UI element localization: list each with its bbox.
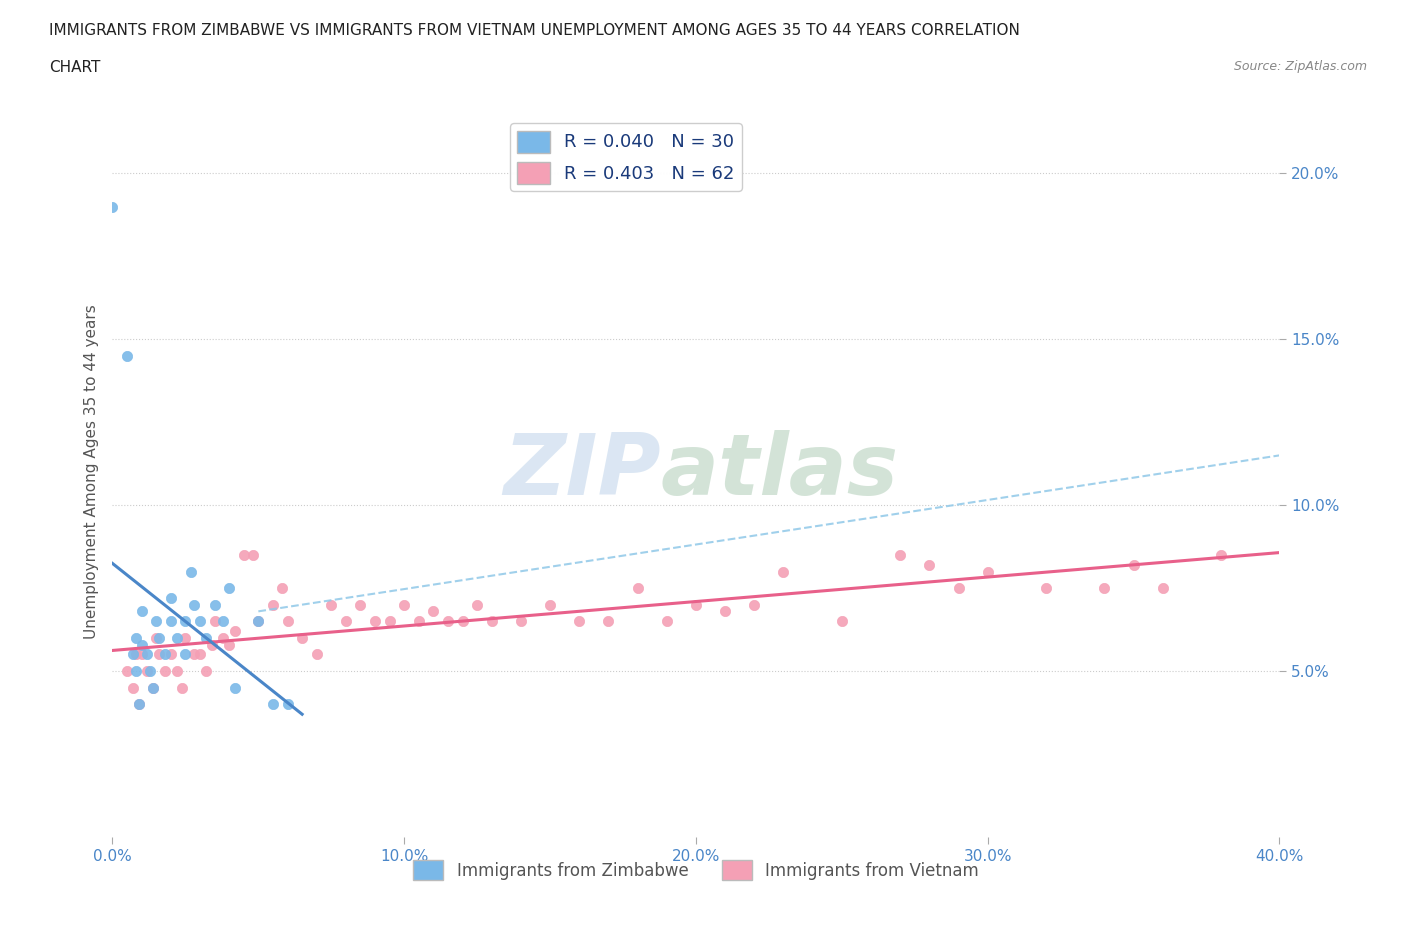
Point [408,614,430,629]
Point [172,680,194,695]
Point [305,647,328,662]
Point [276,614,298,629]
Point [174,631,197,645]
Point [194,631,217,645]
Point [437,614,460,629]
Point [262,697,284,711]
Point [247,614,270,629]
Point [204,597,226,612]
Point [183,647,205,662]
Point [218,637,240,652]
Point [136,647,159,662]
Point [598,614,620,629]
Point [1122,557,1144,572]
Text: ZIP: ZIP [503,431,661,513]
Point [166,631,188,645]
Point [714,604,737,618]
Point [145,614,167,629]
Point [1035,580,1057,595]
Point [242,548,264,563]
Point [321,597,343,612]
Point [291,631,314,645]
Point [204,614,226,629]
Point [270,580,292,595]
Point [115,664,138,679]
Point [122,680,145,695]
Point [142,680,165,695]
Point [174,647,197,662]
Point [831,614,853,629]
Point [276,697,298,711]
Point [160,614,183,629]
Point [125,647,148,662]
Point [131,604,153,618]
Point [948,580,970,595]
Point [1209,548,1232,563]
Point [148,631,170,645]
Point [180,565,202,579]
Point [976,565,998,579]
Point [122,647,145,662]
Point [349,597,371,612]
Point [224,680,246,695]
Point [148,647,170,662]
Point [153,664,176,679]
Point [262,597,284,612]
Point [742,597,765,612]
Point [115,349,138,364]
Point [183,597,205,612]
Point [568,614,591,629]
Point [451,614,474,629]
Point [136,664,159,679]
Text: IMMIGRANTS FROM ZIMBABWE VS IMMIGRANTS FROM VIETNAM UNEMPLOYMENT AMONG AGES 35 T: IMMIGRANTS FROM ZIMBABWE VS IMMIGRANTS F… [49,23,1021,38]
Point [145,631,167,645]
Point [509,614,531,629]
Point [394,597,416,612]
Point [481,614,503,629]
Point [160,647,183,662]
Point [188,647,211,662]
Y-axis label: Unemployment Among Ages 35 to 44 years: Unemployment Among Ages 35 to 44 years [83,305,98,639]
Point [201,637,224,652]
Point [160,591,183,605]
Legend: Immigrants from Zimbabwe, Immigrants from Vietnam: Immigrants from Zimbabwe, Immigrants fro… [406,854,986,887]
Point [232,548,254,563]
Point [125,631,148,645]
Text: Source: ZipAtlas.com: Source: ZipAtlas.com [1233,60,1367,73]
Point [153,647,176,662]
Point [364,614,387,629]
Point [188,614,211,629]
Point [378,614,401,629]
Point [142,680,165,695]
Text: CHART: CHART [49,60,101,75]
Point [422,604,444,618]
Point [889,548,911,563]
Point [772,565,794,579]
Point [655,614,678,629]
Point [465,597,488,612]
Point [128,697,150,711]
Point [218,580,240,595]
Point [212,631,235,645]
Point [685,597,707,612]
Point [247,614,270,629]
Point [918,557,941,572]
Point [101,199,124,214]
Point [131,647,153,662]
Point [538,597,561,612]
Point [224,624,246,639]
Text: atlas: atlas [661,431,898,513]
Point [128,697,150,711]
Point [166,664,188,679]
Point [174,614,197,629]
Point [139,664,162,679]
Point [335,614,357,629]
Point [212,614,235,629]
Point [627,580,650,595]
Point [1094,580,1116,595]
Point [1152,580,1174,595]
Point [131,637,153,652]
Point [194,664,217,679]
Point [125,664,148,679]
